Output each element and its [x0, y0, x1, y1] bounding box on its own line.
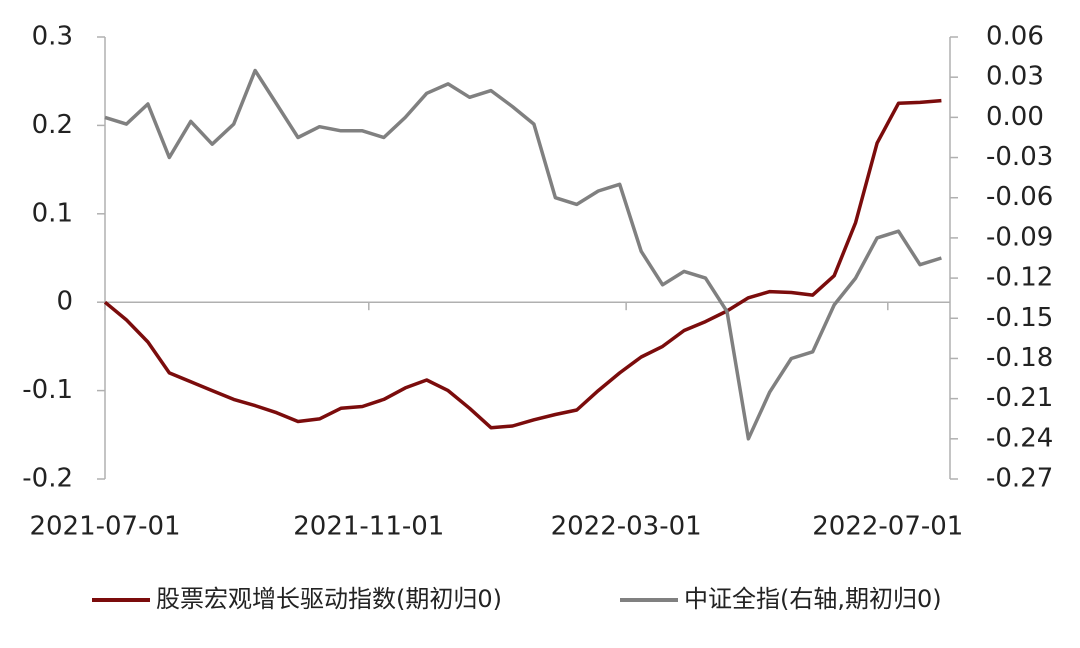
series-line: [103, 98, 942, 430]
y2-tick-label: -0.27: [986, 464, 1053, 494]
series-line: [104, 68, 942, 441]
x-tick-label: 2022-03-01: [551, 512, 702, 542]
y-tick-label: 0.3: [32, 22, 73, 52]
y-tick-label: 0.2: [32, 110, 73, 140]
y-tick-label: -0.2: [22, 464, 73, 494]
legend-label: 中证全指(右轴,期初归0): [684, 585, 942, 613]
x-tick-label: 2021-07-01: [29, 512, 180, 542]
y2-tick-label: -0.18: [986, 343, 1053, 373]
y-tick-label: 0: [56, 287, 73, 317]
y-tick-label: -0.1: [22, 375, 73, 405]
y2-tick-label: -0.03: [986, 142, 1053, 172]
y2-tick-label: -0.09: [986, 222, 1053, 252]
y2-tick-label: -0.15: [986, 303, 1053, 333]
x-tick-label: 2021-11-01: [293, 512, 444, 542]
legend-label: 股票宏观增长驱动指数(期初归0): [156, 585, 502, 613]
y2-tick-label: 0.06: [986, 22, 1044, 52]
y-tick-label: 0.1: [32, 198, 73, 228]
y2-tick-label: -0.12: [986, 263, 1053, 293]
y2-tick-label: 0.03: [986, 62, 1044, 92]
y2-tick-label: -0.24: [986, 423, 1053, 453]
x-tick-label: 2022-07-01: [812, 512, 963, 542]
y2-tick-label: -0.21: [986, 383, 1053, 413]
y2-tick-label: -0.06: [986, 182, 1053, 212]
y2-tick-label: 0.00: [986, 102, 1044, 132]
